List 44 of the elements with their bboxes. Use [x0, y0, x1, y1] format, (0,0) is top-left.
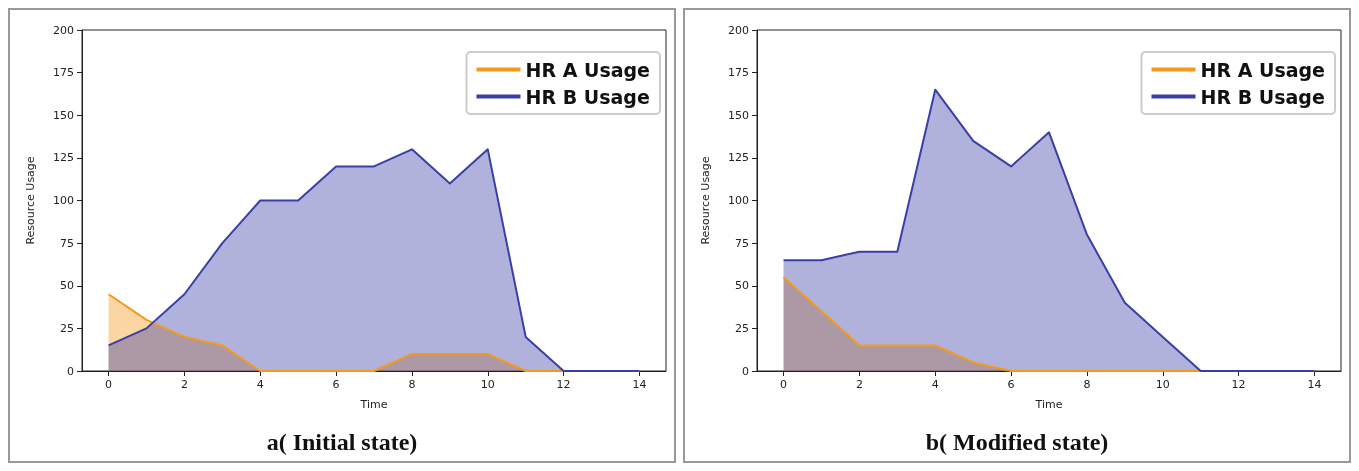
x-tick-label: 2 [180, 378, 188, 391]
y-axis-title: Resource Usage [24, 156, 37, 245]
x-tick-label: 10 [480, 378, 495, 391]
y-tick-label: 100 [53, 194, 74, 207]
y-tick-label: 0 [67, 364, 74, 378]
y-tick-label: 125 [53, 151, 74, 165]
legend-label: HR B Usage [1200, 85, 1325, 108]
x-axis-title: Time [1034, 398, 1063, 411]
x-tick-label: 8 [408, 378, 416, 391]
y-tick-label: 50 [60, 279, 74, 293]
y-tick-label: 50 [735, 279, 749, 293]
y-tick-label: 75 [60, 236, 74, 250]
y-tick-label: 0 [742, 364, 749, 378]
x-axis-title: Time [359, 398, 388, 411]
y-tick-label: 175 [53, 66, 74, 80]
x-tick-label: 4 [931, 378, 939, 391]
x-tick-label: 12 [1231, 378, 1246, 391]
x-tick-label: 4 [256, 378, 264, 391]
y-tick-label: 175 [728, 66, 749, 80]
x-tick-label: 0 [105, 378, 113, 391]
x-tick-label: 8 [1083, 378, 1091, 391]
y-tick-label: 200 [728, 23, 749, 37]
x-tick-label: 12 [556, 378, 571, 391]
x-tick-label: 0 [780, 378, 788, 391]
y-tick-label: 125 [728, 151, 749, 165]
legend-label: HR B Usage [525, 85, 650, 108]
text: b( Modified state) [925, 429, 1109, 455]
x-tick-label: 6 [1007, 378, 1015, 391]
y-tick-label: 75 [735, 236, 749, 250]
y-tick-label: 150 [728, 108, 749, 122]
y-tick-label: 200 [53, 23, 74, 37]
y-tick-label: 150 [53, 108, 74, 122]
legend-label: HR A Usage [525, 58, 650, 81]
y-axis-title: Resource Usage [699, 156, 712, 245]
text: a( Initial state) [266, 429, 418, 455]
x-tick-label: 14 [1307, 378, 1322, 391]
x-tick-label: 6 [332, 378, 340, 391]
x-tick-label: 14 [632, 378, 647, 391]
x-tick-label: 2 [855, 378, 863, 391]
y-tick-label: 100 [728, 194, 749, 207]
y-tick-label: 25 [60, 321, 74, 335]
legend-label: HR A Usage [1200, 58, 1325, 81]
y-tick-label: 25 [735, 321, 749, 335]
x-tick-label: 10 [1155, 378, 1170, 391]
